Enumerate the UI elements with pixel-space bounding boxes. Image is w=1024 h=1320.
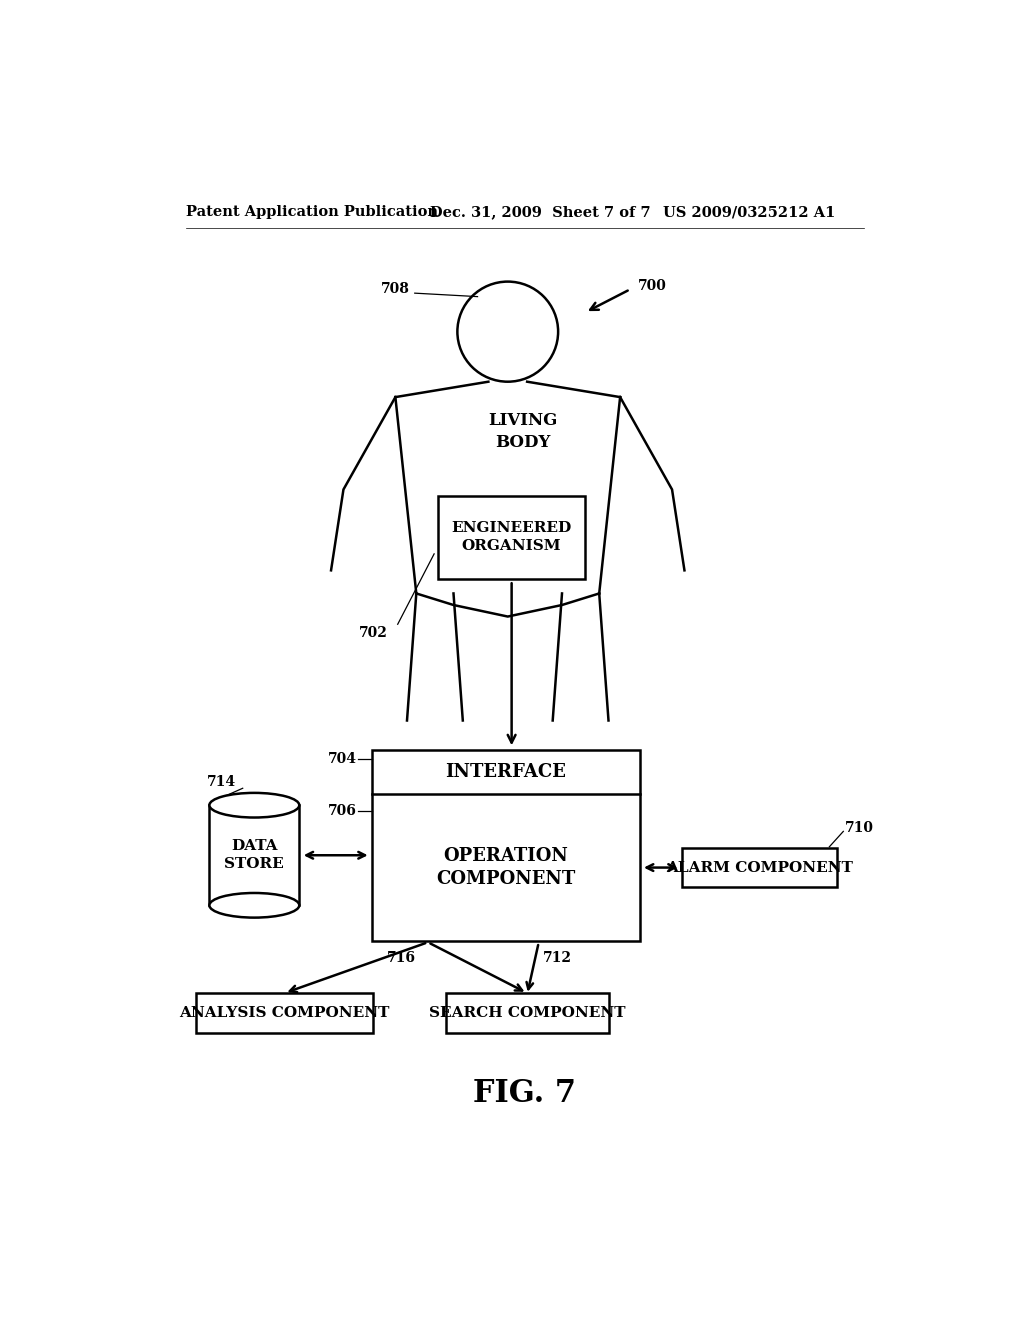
Text: 716: 716 bbox=[387, 952, 417, 965]
Bar bbox=[372, 750, 640, 941]
Text: ALARM COMPONENT: ALARM COMPONENT bbox=[667, 861, 853, 875]
Text: 714: 714 bbox=[208, 775, 237, 789]
Text: FIG. 7: FIG. 7 bbox=[473, 1078, 577, 1109]
Ellipse shape bbox=[209, 892, 299, 917]
Text: 706: 706 bbox=[328, 804, 356, 818]
Text: 702: 702 bbox=[358, 627, 388, 640]
Text: ANALYSIS COMPONENT: ANALYSIS COMPONENT bbox=[179, 1006, 390, 1020]
Bar bbox=[682, 849, 838, 887]
Text: DATA
STORE: DATA STORE bbox=[224, 840, 285, 871]
Bar bbox=[438, 496, 586, 578]
Text: Patent Application Publication: Patent Application Publication bbox=[186, 206, 438, 219]
Text: US 2009/0325212 A1: US 2009/0325212 A1 bbox=[663, 206, 836, 219]
Text: 704: 704 bbox=[328, 752, 356, 766]
Text: Dec. 31, 2009  Sheet 7 of 7: Dec. 31, 2009 Sheet 7 of 7 bbox=[430, 206, 651, 219]
Ellipse shape bbox=[209, 793, 299, 817]
Text: INTERFACE: INTERFACE bbox=[445, 763, 566, 781]
Text: OPERATION
COMPONENT: OPERATION COMPONENT bbox=[436, 846, 575, 888]
Text: SEARCH COMPONENT: SEARCH COMPONENT bbox=[429, 1006, 626, 1020]
Text: 710: 710 bbox=[845, 821, 873, 836]
Text: ENGINEERED
ORGANISM: ENGINEERED ORGANISM bbox=[452, 521, 571, 553]
Text: 712: 712 bbox=[543, 952, 571, 965]
Bar bbox=[197, 993, 373, 1034]
Text: LIVING
BODY: LIVING BODY bbox=[488, 412, 558, 451]
Bar bbox=[445, 993, 608, 1034]
Text: 700: 700 bbox=[638, 280, 667, 293]
Text: 708: 708 bbox=[381, 282, 410, 296]
